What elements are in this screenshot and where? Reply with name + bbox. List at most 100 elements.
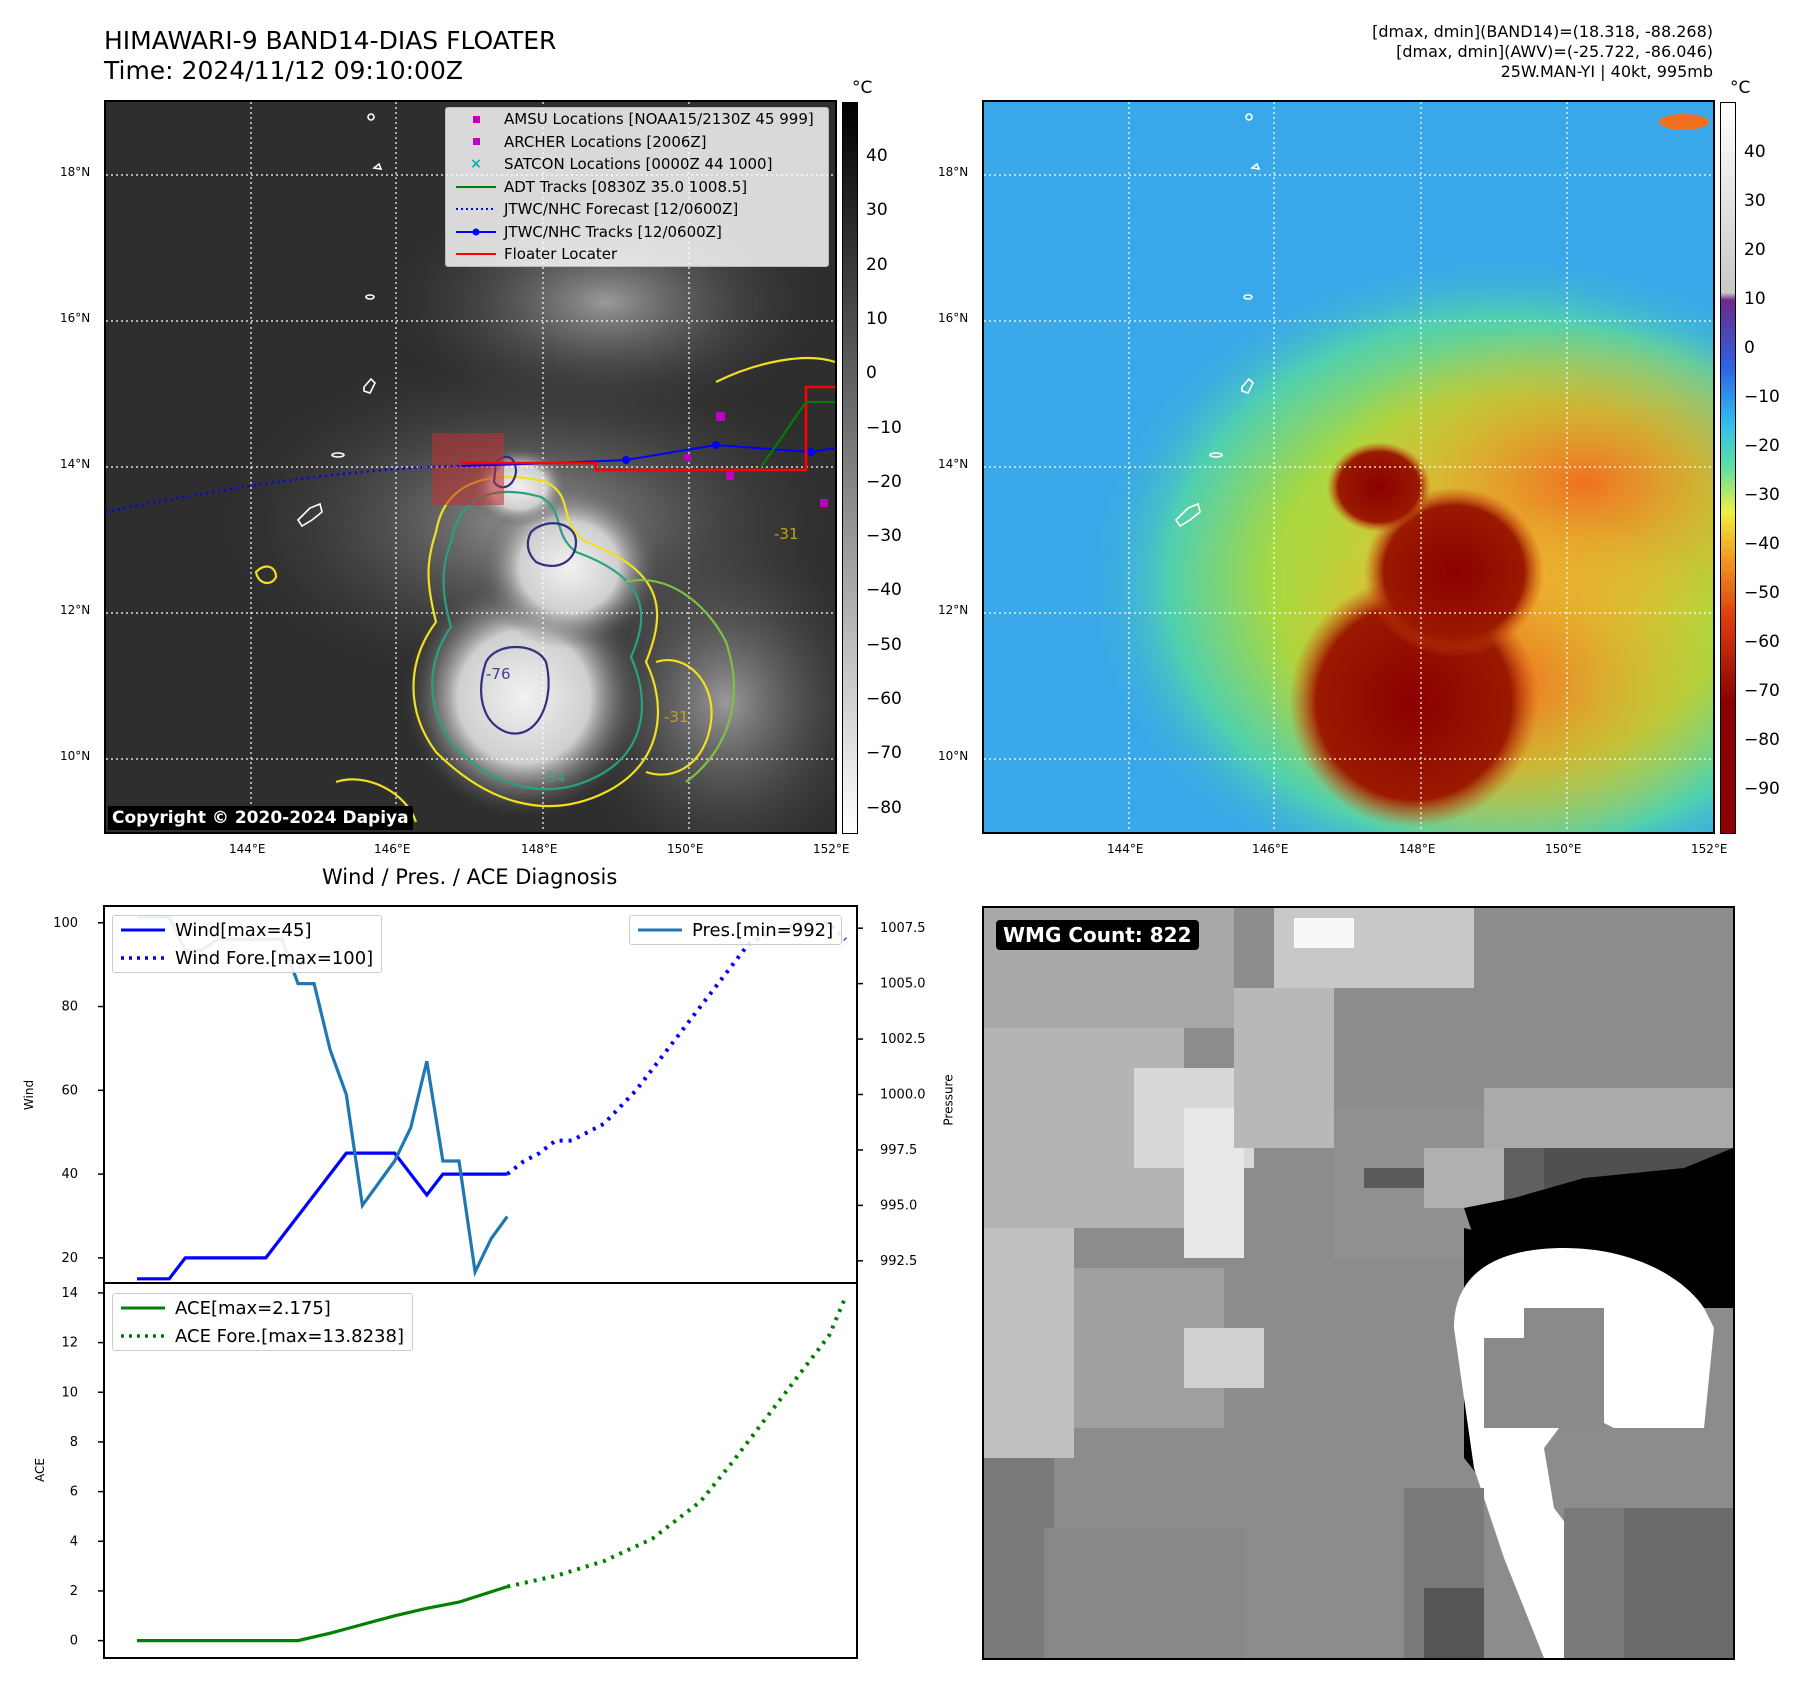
wind-series-1: [506, 920, 847, 1176]
legend-pressure: Pres.[min=992]: [630, 916, 841, 944]
pressure-tick-label: 992.5: [880, 1254, 917, 1269]
forecast-track: [106, 464, 462, 514]
ace-tick-label: 2: [70, 1584, 78, 1599]
contour-label-76: -76: [486, 665, 511, 683]
legend-wind-forecast: Wind Fore.[max=100]: [113, 944, 381, 972]
color-colorbar-tick: −70: [1744, 681, 1780, 701]
legend-floater: Floater Locater: [446, 243, 828, 266]
wind-legend: Wind[max=45] Wind Fore.[max=100]: [112, 915, 383, 973]
figure-title: HIMAWARI-9 BAND14-DIAS FLOATER Time: 202…: [104, 26, 556, 86]
pressure-legend: Pres.[min=992]: [629, 915, 843, 945]
pressure-tick-label: 1000.0: [880, 1088, 926, 1103]
color-colorbar-tick: −80: [1744, 730, 1780, 750]
wmg-panel: WMG Count: 822: [982, 906, 1735, 1660]
map-legend: AMSU Locations [NOAA15/2130Z 45 999] ARC…: [445, 107, 829, 267]
pressure-tick-label: 997.5: [880, 1143, 917, 1158]
ir-map-image: -76 -54 -31 -31: [106, 102, 835, 832]
pressure-tick-label: 1005.0: [880, 977, 926, 992]
color-colorbar-tick: −90: [1744, 779, 1780, 799]
ace-ylabel: ACE: [32, 1458, 47, 1482]
wind-tick-label: 60: [61, 1083, 78, 1098]
lon-label: 144°E: [229, 842, 266, 856]
legend-satcon: × SATCON Locations [0000Z 44 1000]: [470, 155, 773, 174]
lat-label: 16°N: [60, 311, 91, 325]
contour-label-31a: -31: [664, 708, 689, 726]
wmg-count-badge: WMG Count: 822: [996, 920, 1199, 950]
legend-ace: ACE[max=2.175]: [113, 1294, 412, 1322]
lon-label: 152°E: [1691, 842, 1728, 856]
line-icon: [121, 1306, 165, 1310]
gray-colorbar-tick: −80: [866, 797, 902, 818]
color-ir-map-image: [984, 102, 1713, 832]
lon-label: 146°E: [1252, 842, 1289, 856]
lat-label: 10°N: [938, 749, 969, 763]
color-ir-map-panel: [982, 100, 1715, 834]
map-contours: [254, 356, 835, 823]
diagnosis-title: Wind / Pres. / ACE Diagnosis: [322, 865, 618, 889]
lon-label: 148°E: [1399, 842, 1436, 856]
color-colorbar-tick: 20: [1744, 240, 1766, 260]
gray-colorbar-tick: −70: [866, 743, 902, 764]
contour-label-54: -54: [541, 768, 566, 786]
lat-label: 14°N: [938, 457, 969, 471]
gray-colorbar: [842, 102, 858, 834]
legend-amsu: AMSU Locations [NOAA15/2130Z 45 999]: [446, 108, 828, 131]
stats-awv: [dmax, dmin](AWV)=(-25.722, -86.046): [1396, 42, 1713, 61]
ace-tick-label: 4: [70, 1534, 78, 1549]
contour-label-31b: -31: [774, 525, 799, 543]
color-colorbar-tick: −40: [1744, 534, 1780, 554]
gray-colorbar-tick: −40: [866, 580, 902, 601]
legend-archer: ARCHER Locations [2006Z]: [446, 131, 828, 154]
lat-label: 14°N: [60, 457, 91, 471]
ace-tick-label: 14: [61, 1286, 78, 1301]
legend-jtwc-tracks: JTWC/NHC Tracks [12/0600Z]: [446, 221, 828, 244]
gray-colorbar-tick: 20: [866, 254, 888, 275]
wind-tick-label: 20: [61, 1251, 78, 1266]
pressure-tick-label: 995.0: [880, 1198, 917, 1213]
wmg-image: [984, 908, 1733, 1658]
floater-box: [432, 433, 504, 505]
lat-label: 12°N: [60, 603, 91, 617]
lon-label: 152°E: [813, 842, 850, 856]
legend-jtwc-forecast: JTWC/NHC Forecast [12/0600Z]: [446, 198, 828, 221]
ace-tick-label: 12: [61, 1336, 78, 1351]
copyright-badge: Copyright © 2020-2024 Dapiya: [108, 806, 413, 830]
lon-label: 148°E: [521, 842, 558, 856]
ace-series-0: [137, 1585, 508, 1643]
lat-label: 16°N: [938, 311, 969, 325]
line-icon: [638, 928, 682, 932]
wind-ylabel: Wind: [22, 1079, 37, 1111]
ace-tick-label: 0: [70, 1634, 78, 1649]
dotted-line-icon: [121, 1334, 165, 1338]
color-colorbar-tick: 40: [1744, 142, 1766, 162]
color-colorbar-tick: 10: [1744, 289, 1766, 309]
lon-label: 146°E: [374, 842, 411, 856]
gray-colorbar-tick: 30: [866, 200, 888, 221]
ir-map-panel: -76 -54 -31 -31 AMSU Locatio: [104, 100, 837, 834]
square-marker-icon: [472, 115, 480, 123]
gray-colorbar-tick: −50: [866, 634, 902, 655]
lon-label: 150°E: [667, 842, 704, 856]
lat-label: 12°N: [938, 603, 969, 617]
ace-tick-label: 8: [70, 1435, 78, 1450]
color-colorbar-tick: −20: [1744, 436, 1780, 456]
color-colorbar-tick: 0: [1744, 338, 1755, 358]
lat-label: 18°N: [60, 165, 91, 179]
stats-band14: [dmax, dmin](BAND14)=(18.318, -88.268): [1372, 22, 1713, 41]
adt-track: [760, 401, 835, 468]
pressure-ylabel: Pressure: [941, 1074, 956, 1126]
wind-series-0: [137, 1151, 508, 1281]
lat-label: 18°N: [938, 165, 969, 179]
color-colorbar-tick: −30: [1744, 485, 1780, 505]
line-icon: [456, 185, 496, 188]
color-colorbar-tick: 30: [1744, 191, 1766, 211]
line-icon: [121, 928, 165, 932]
ace-series-1: [506, 1296, 848, 1589]
line-icon: [456, 253, 496, 256]
gray-colorbar-unit: °C: [852, 78, 873, 98]
title-satellite: HIMAWARI-9 BAND14-DIAS FLOATER: [104, 26, 557, 55]
gray-colorbar-tick: 10: [866, 308, 888, 329]
color-colorbar-unit: °C: [1730, 78, 1751, 98]
legend-adt: ADT Tracks [0830Z 35.0 1008.5]: [446, 176, 828, 199]
gray-colorbar-tick: −10: [866, 417, 902, 438]
